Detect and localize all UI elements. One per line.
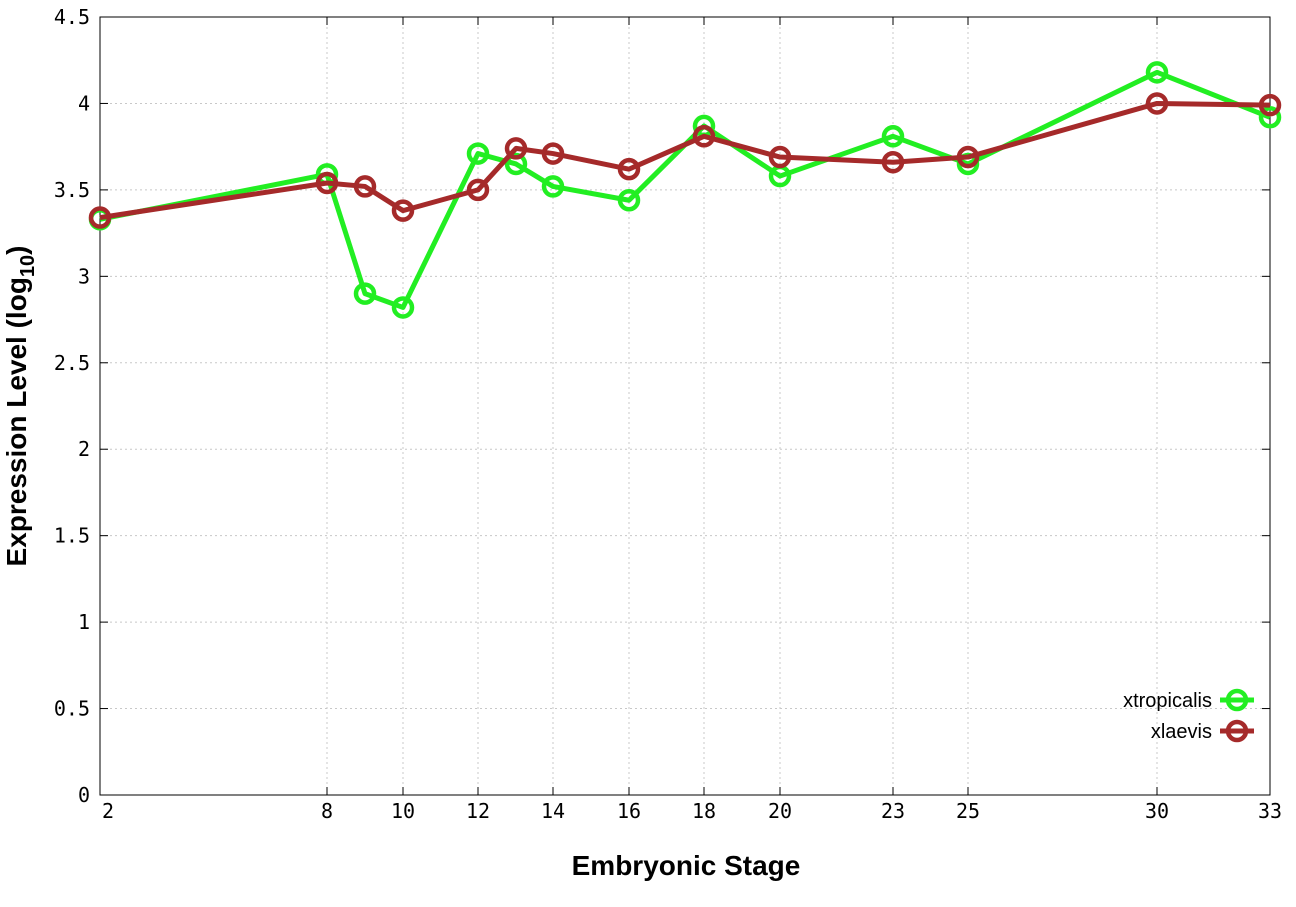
x-tick-label: 12 (466, 799, 490, 823)
x-tick-label: 2 (102, 799, 114, 823)
y-tick-label: 3.5 (54, 178, 90, 202)
axis-ticks: 0 0.5 1 1.5 2 2.5 3 3.5 4 4.5 2 8 10 12 14 16 18 20 23 25 30… (54, 5, 1282, 823)
data-point (353, 282, 377, 305)
series (88, 61, 1282, 319)
data-point (1258, 106, 1282, 129)
y-tick-label: 2 (78, 437, 90, 461)
y-axis-title-main: Expression Level (log (1, 277, 32, 566)
data-point (504, 152, 528, 176)
x-tick-label: 30 (1145, 799, 1169, 823)
x-tick-label: 25 (956, 799, 980, 823)
y-axis-title-close: ) (1, 246, 32, 255)
legend-swatch-marker (1225, 719, 1249, 743)
legend-item-xtropicalis: xtropicalis (1123, 688, 1254, 712)
data-point (315, 171, 339, 195)
x-tick-label: 16 (617, 799, 641, 823)
y-tick-label: 4.5 (54, 5, 90, 29)
data-point (692, 125, 716, 148)
plot-frame (99, 16, 1271, 796)
data-point (391, 296, 415, 319)
data-point (881, 150, 905, 174)
x-axis-title: Embryonic Stage (572, 850, 801, 881)
data-point (504, 137, 528, 160)
grid (100, 17, 1270, 795)
legend-label: xlaevis (1151, 721, 1212, 743)
data-point (768, 145, 792, 169)
x-tick-label: 14 (541, 799, 565, 823)
data-point (617, 157, 641, 181)
data-point (466, 178, 490, 202)
x-tick-label: 18 (692, 799, 716, 823)
data-point (617, 189, 641, 212)
data-point (956, 145, 980, 169)
y-tick-label: 3 (78, 264, 90, 288)
x-tick-label: 20 (768, 799, 792, 823)
y-tick-label: 2.5 (54, 351, 90, 375)
y-axis-title-subscript: 10 (17, 255, 39, 277)
data-point (541, 142, 565, 165)
x-tick-label: 23 (881, 799, 905, 823)
y-tick-label: 0.5 (54, 697, 90, 721)
x-tick-label: 8 (321, 799, 333, 823)
y-tick-label: 0 (78, 783, 90, 807)
data-point (353, 175, 377, 198)
y-tick-label: 1 (78, 610, 90, 634)
data-point (541, 175, 565, 198)
data-point (466, 142, 490, 165)
y-tick-label: 4 (78, 91, 90, 115)
data-point (881, 125, 905, 148)
data-point (1145, 92, 1169, 115)
legend-item-xlaevis: xlaevis (1151, 719, 1254, 743)
x-tick-label: 33 (1258, 799, 1282, 823)
series-line (99, 100, 1271, 221)
series-xlaevis (88, 92, 1282, 229)
legend: xtropicalis xlaevis (1123, 688, 1254, 743)
legend-label: xtropicalis (1123, 690, 1212, 712)
data-point (391, 199, 415, 222)
data-point (88, 206, 112, 229)
data-point (1145, 61, 1169, 84)
data-point (1258, 93, 1282, 117)
legend-swatch-marker (1225, 688, 1249, 712)
x-tick-label: 10 (391, 799, 415, 823)
y-tick-label: 1.5 (54, 524, 90, 548)
y-axis-title: Expression Level (log10) (1, 246, 39, 567)
